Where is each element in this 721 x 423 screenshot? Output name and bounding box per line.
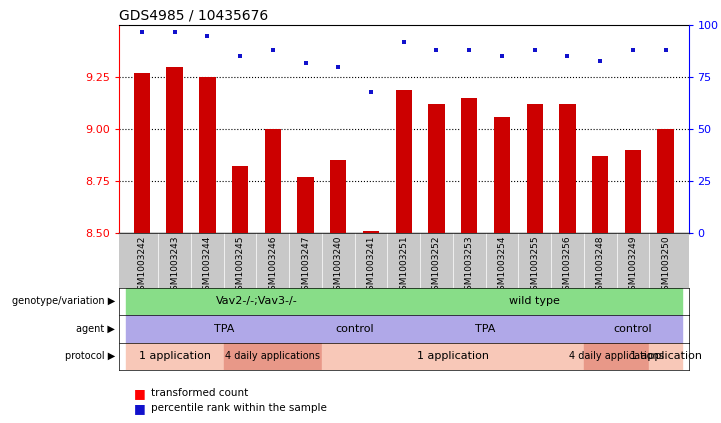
- Text: ■: ■: [133, 402, 145, 415]
- Bar: [265, 129, 281, 233]
- Text: TPA: TPA: [475, 324, 496, 334]
- Text: control: control: [335, 324, 374, 334]
- Text: 1 application: 1 application: [417, 352, 489, 361]
- Bar: [624, 150, 641, 233]
- Bar: [650, 343, 682, 370]
- Text: Vav2-/-;Vav3-/-: Vav2-/-;Vav3-/-: [216, 297, 297, 306]
- Text: GSM1003246: GSM1003246: [268, 235, 278, 296]
- Text: GDS4985 / 10435676: GDS4985 / 10435676: [119, 9, 268, 23]
- Bar: [297, 177, 314, 233]
- Bar: [125, 315, 322, 343]
- Bar: [494, 117, 510, 233]
- Bar: [224, 343, 322, 370]
- Text: GSM1003242: GSM1003242: [138, 235, 146, 296]
- Point: [332, 63, 344, 70]
- Text: 1 application: 1 application: [138, 352, 211, 361]
- Text: GSM1003254: GSM1003254: [497, 235, 506, 296]
- Bar: [526, 104, 543, 233]
- Bar: [658, 129, 674, 233]
- Point: [169, 28, 180, 35]
- Bar: [461, 98, 477, 233]
- Text: GSM1003250: GSM1003250: [661, 235, 670, 296]
- Bar: [592, 156, 609, 233]
- Point: [464, 47, 475, 54]
- Text: GSM1003241: GSM1003241: [366, 235, 376, 296]
- Bar: [584, 343, 650, 370]
- Text: GSM1003245: GSM1003245: [236, 235, 244, 296]
- Point: [430, 47, 442, 54]
- Bar: [125, 288, 387, 315]
- Point: [627, 47, 639, 54]
- Bar: [167, 67, 183, 233]
- Text: GSM1003240: GSM1003240: [334, 235, 342, 296]
- Bar: [363, 231, 379, 233]
- Point: [366, 88, 377, 95]
- Bar: [322, 343, 584, 370]
- Bar: [387, 315, 584, 343]
- Text: GSM1003256: GSM1003256: [563, 235, 572, 296]
- Point: [496, 53, 508, 60]
- Text: transformed count: transformed count: [151, 388, 249, 398]
- Text: GSM1003252: GSM1003252: [432, 235, 441, 296]
- Point: [136, 28, 148, 35]
- Text: GSM1003255: GSM1003255: [530, 235, 539, 296]
- Point: [202, 33, 213, 39]
- Bar: [125, 343, 224, 370]
- Text: 4 daily applications: 4 daily applications: [569, 352, 664, 361]
- Text: GSM1003244: GSM1003244: [203, 235, 212, 296]
- Text: GSM1003249: GSM1003249: [629, 235, 637, 296]
- Text: wild type: wild type: [509, 297, 560, 306]
- Bar: [232, 166, 248, 233]
- Text: control: control: [614, 324, 653, 334]
- Text: 1 application: 1 application: [629, 352, 702, 361]
- Bar: [330, 160, 347, 233]
- Bar: [559, 104, 575, 233]
- Text: GSM1003243: GSM1003243: [170, 235, 179, 296]
- Bar: [322, 315, 387, 343]
- Bar: [387, 288, 682, 315]
- Text: ■: ■: [133, 387, 145, 400]
- Point: [594, 57, 606, 64]
- Text: GSM1003251: GSM1003251: [399, 235, 408, 296]
- Text: GSM1003247: GSM1003247: [301, 235, 310, 296]
- Bar: [428, 104, 445, 233]
- Text: percentile rank within the sample: percentile rank within the sample: [151, 403, 327, 413]
- Point: [660, 47, 671, 54]
- Bar: [199, 77, 216, 233]
- Bar: [584, 315, 682, 343]
- Text: protocol ▶: protocol ▶: [65, 352, 115, 361]
- Point: [234, 53, 246, 60]
- Point: [562, 53, 573, 60]
- Point: [398, 38, 410, 45]
- Text: agent ▶: agent ▶: [76, 324, 115, 334]
- Bar: [396, 90, 412, 233]
- Point: [267, 47, 278, 54]
- Point: [300, 59, 311, 66]
- Text: GSM1003248: GSM1003248: [596, 235, 605, 296]
- Text: GSM1003253: GSM1003253: [465, 235, 474, 296]
- Text: genotype/variation ▶: genotype/variation ▶: [12, 297, 115, 306]
- Text: TPA: TPA: [213, 324, 234, 334]
- Text: 4 daily applications: 4 daily applications: [226, 352, 320, 361]
- Point: [529, 47, 541, 54]
- Bar: [133, 73, 150, 233]
